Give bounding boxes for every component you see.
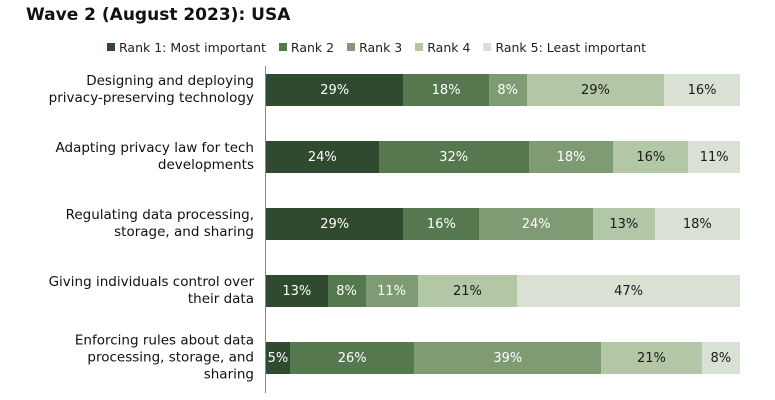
category-label-line: processing, storage, and xyxy=(87,349,254,366)
data-label: 8% xyxy=(336,283,357,299)
category-label: Adapting privacy law for tech development… xyxy=(56,140,255,174)
bar-segment: 11% xyxy=(688,141,740,173)
data-label: 16% xyxy=(687,82,717,98)
bar-segment: 18% xyxy=(403,74,489,106)
legend: Rank 1: Most important Rank 2 Rank 3 Rank 4… xyxy=(107,39,659,55)
legend-label: Rank 4 xyxy=(427,39,471,55)
category-label-line: Adapting privacy law for tech xyxy=(55,140,255,156)
data-label: 8% xyxy=(710,350,732,366)
bar-segment: 16% xyxy=(403,208,480,240)
bar-segment: 11% xyxy=(365,275,418,307)
category-label-line: storage, and sharing xyxy=(114,224,254,240)
category-label: Designing and deploying privacy-preservin… xyxy=(49,73,254,107)
bar-segment: 18% xyxy=(528,141,614,173)
category-label: Giving individuals control over their dat… xyxy=(49,274,254,308)
legend-item-3: Rank 3 xyxy=(347,40,402,55)
data-label: 18% xyxy=(682,216,712,232)
category-label-line: Regulating data processing, xyxy=(65,207,254,223)
data-label: 29% xyxy=(580,82,610,98)
legend-label: Rank 5: Least important xyxy=(495,39,647,55)
bar-segment: 16% xyxy=(613,141,689,173)
data-label: 26% xyxy=(337,350,367,366)
bar-segment: 16% xyxy=(664,74,740,106)
category-label-line: their data xyxy=(187,291,254,307)
bar-segment: 8% xyxy=(488,74,527,106)
data-label: 11% xyxy=(699,149,729,165)
legend-label: Rank 3 xyxy=(359,39,403,55)
bar-segment: 29% xyxy=(526,74,665,106)
category-label-line: privacy-preserving technology xyxy=(48,90,254,106)
bar-segment: 13% xyxy=(266,275,328,307)
data-label: 18% xyxy=(556,149,586,165)
category-label-line: Giving individuals control over xyxy=(48,274,254,290)
bar-segment: 32% xyxy=(378,141,529,173)
bar-segment: 26% xyxy=(289,342,415,374)
data-label: 16% xyxy=(636,149,666,165)
legend-item-1: Rank 1: Most important xyxy=(107,40,266,55)
legend-label: Rank 1: Most important xyxy=(119,39,266,55)
data-label: 8% xyxy=(497,82,519,98)
data-label: 16% xyxy=(426,216,456,232)
data-label: 29% xyxy=(320,216,350,232)
legend-item-5: Rank 5: Least important xyxy=(483,40,646,55)
data-label: 11% xyxy=(377,283,407,299)
data-label: 18% xyxy=(431,82,461,98)
bar-segment: 21% xyxy=(601,342,702,374)
data-label: 24% xyxy=(521,216,551,232)
data-label: 39% xyxy=(493,350,523,366)
bar-segment: 24% xyxy=(479,208,594,240)
data-label: 13% xyxy=(282,283,312,299)
legend-swatch xyxy=(415,43,424,51)
data-label: 24% xyxy=(307,149,337,165)
data-label: 29% xyxy=(320,82,350,98)
legend-swatch xyxy=(347,43,356,51)
legend-item-2: Rank 2 xyxy=(278,39,335,55)
category-label-line: Designing and deploying xyxy=(86,73,254,89)
category-label: Regulating data processing, storage, and … xyxy=(66,207,254,241)
bar-segment: 39% xyxy=(414,342,602,374)
legend-item-4: Rank 4 xyxy=(415,40,470,55)
bar-segment: 18% xyxy=(654,208,740,240)
legend-swatch xyxy=(278,43,287,51)
legend-swatch xyxy=(483,43,492,51)
category-label-line: Enforcing rules about data xyxy=(74,332,254,349)
category-label: Enforcing rules about data processing, st… xyxy=(75,333,254,384)
bar-segment: 21% xyxy=(417,275,518,307)
data-label: 13% xyxy=(609,216,639,232)
bar-segment: 8% xyxy=(701,342,740,374)
data-label: 47% xyxy=(614,283,644,299)
data-label: 32% xyxy=(439,149,469,165)
bar-segment: 24% xyxy=(266,141,379,173)
bar-segment: 8% xyxy=(327,275,366,307)
legend-swatch xyxy=(107,43,115,51)
bar-segment: 13% xyxy=(593,208,655,240)
category-label-line: developments xyxy=(157,157,254,173)
bar-segment: 29% xyxy=(266,74,404,106)
data-label: 21% xyxy=(636,350,666,366)
legend-label: Rank 2 xyxy=(290,39,335,55)
chart-title: Wave 2 (August 2023): USA xyxy=(26,5,291,25)
bar-segment: 5% xyxy=(266,342,290,374)
bar-segment: 29% xyxy=(266,208,404,240)
category-label-line: sharing xyxy=(203,366,254,383)
data-label: 21% xyxy=(452,283,482,299)
bar-segment: 47% xyxy=(517,275,740,307)
y-axis-line xyxy=(265,66,266,393)
data-label: 5% xyxy=(267,350,289,366)
